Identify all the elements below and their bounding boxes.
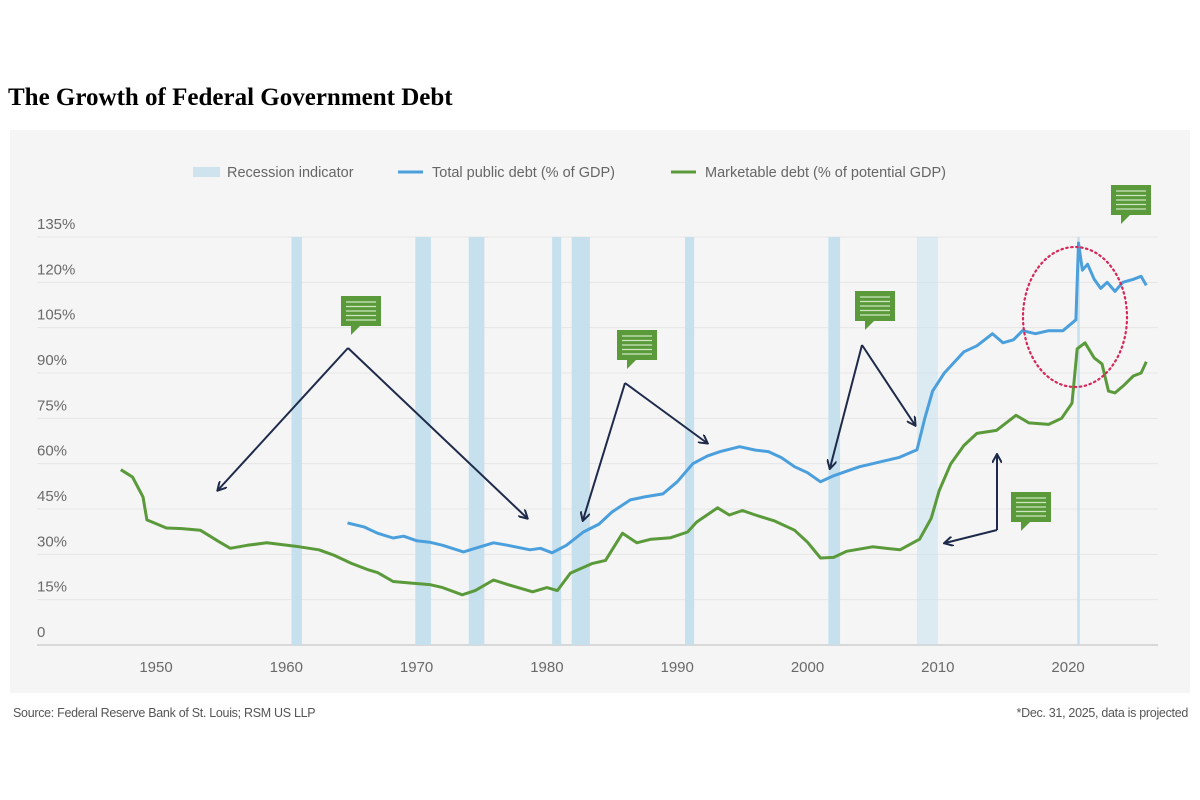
callout-tail [351, 326, 360, 335]
projection-note: *Dec. 31, 2025, data is projected [1016, 706, 1189, 720]
marketable-debt-line [120, 341, 1148, 597]
recession-bar [1077, 237, 1080, 645]
recession-bar [552, 237, 562, 645]
y-tick-label: 45% [37, 488, 67, 505]
y-tick-label: 135% [37, 216, 75, 233]
legend-label: Total public debt (% of GDP) [432, 165, 615, 181]
callout-comment-icon [617, 330, 657, 369]
recession-bar [291, 237, 302, 645]
legend-label: Recession indicator [227, 165, 354, 181]
x-axis: 1950 1960 1970 1980 1990 2000 2010 2020 [139, 659, 1084, 676]
x-tick-label: 1980 [530, 659, 563, 676]
x-tick-label: 1970 [400, 659, 433, 676]
y-axis: 0 15% 30% 45% 60% 75% 90% 105% 120% 135% [37, 216, 75, 641]
y-tick-label: 30% [37, 533, 67, 550]
legend: Recession indicator Total public debt (% … [193, 165, 946, 181]
callout-comment-icon [1111, 185, 1151, 224]
callout-tail [1121, 215, 1130, 224]
y-tick-label: 120% [37, 261, 75, 278]
recession-bar [685, 237, 695, 645]
chart-title: The Growth of Federal Government Debt [8, 84, 453, 111]
recession-bar [828, 237, 841, 645]
legend-swatch-recession [193, 167, 220, 177]
x-tick-label: 2000 [791, 659, 824, 676]
x-tick-label: 2010 [921, 659, 954, 676]
annotation-arrow [861, 344, 915, 425]
callout-comment-icon [341, 296, 381, 335]
y-tick-label: 105% [37, 307, 75, 324]
y-tick-label: 90% [37, 352, 67, 369]
gridlines [37, 236, 1158, 646]
series-lines [120, 241, 1148, 597]
callout-comment-icon [855, 291, 895, 330]
recession-bar [468, 237, 485, 645]
highlight-ellipse [1021, 245, 1129, 389]
recession-bar [571, 237, 590, 645]
annotation-arrow [830, 344, 863, 468]
x-tick-label: 1960 [270, 659, 303, 676]
annotation-arrow [624, 382, 707, 443]
source-note: Source: Federal Reserve Bank of St. Loui… [13, 706, 316, 720]
callout-tail [1021, 522, 1030, 531]
y-tick-label: 75% [37, 397, 67, 414]
y-tick-label: 15% [37, 579, 67, 596]
recession-bars [291, 237, 1080, 645]
y-tick-label: 60% [37, 443, 67, 460]
callout-comment-icon [1011, 492, 1051, 531]
x-tick-label: 2020 [1051, 659, 1084, 676]
callout-tail [865, 321, 874, 330]
total-public-debt-line [347, 241, 1148, 555]
y-tick-label: 0 [37, 624, 45, 641]
annotations [218, 185, 1151, 543]
x-tick-label: 1990 [661, 659, 694, 676]
annotation-arrow [218, 347, 349, 490]
callout-tail [627, 360, 636, 369]
recession-bar [916, 237, 938, 645]
annotation-arrow [347, 347, 527, 518]
legend-label: Marketable debt (% of potential GDP) [705, 165, 946, 181]
annotation-arrow [583, 382, 626, 520]
annotation-arrow [945, 529, 998, 543]
x-tick-label: 1950 [139, 659, 172, 676]
